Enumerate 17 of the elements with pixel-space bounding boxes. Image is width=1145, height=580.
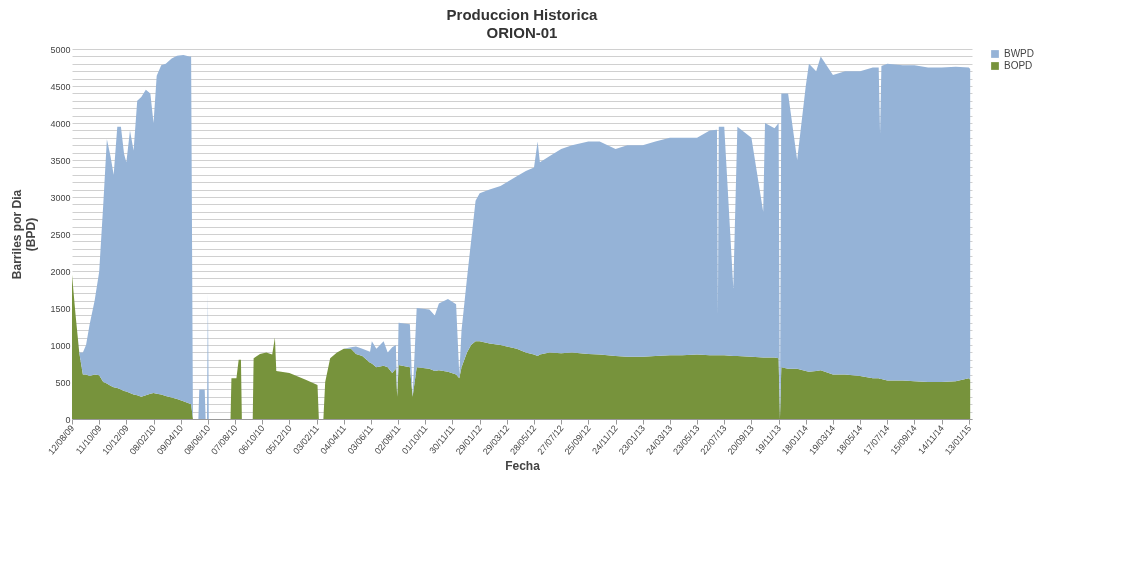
y-tick-label: 4000: [50, 118, 71, 129]
chart-subtitle: ORION-01: [486, 24, 558, 41]
y-tick-label: 2500: [50, 229, 71, 240]
x-axis-title: Fecha: [505, 458, 541, 473]
y-tick-label: 4500: [50, 81, 71, 92]
y-tick-label: 0: [65, 414, 71, 425]
y-tick-label: 1000: [50, 340, 71, 351]
legend-label: BWPD: [1004, 48, 1034, 59]
y-tick-label: 1500: [50, 303, 71, 314]
y-axis-title: Barriles por Dia (BPD): [10, 189, 39, 280]
legend-label: BOPD: [1004, 60, 1033, 71]
y-tick-label: 3500: [50, 155, 71, 166]
y-tick-label: 5000: [50, 44, 71, 55]
y-tick-label: 3000: [50, 192, 71, 203]
y-tick-label: 500: [55, 377, 71, 388]
y-tick-label: 2000: [50, 266, 71, 277]
chart-title: Produccion Historica: [446, 6, 599, 23]
